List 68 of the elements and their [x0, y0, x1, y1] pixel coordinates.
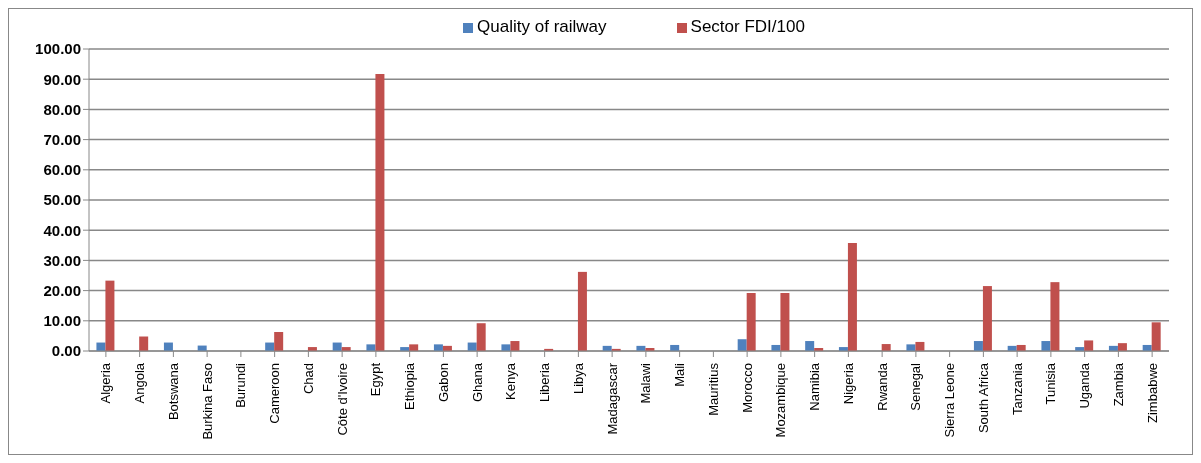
x-tick-label: Egypt [368, 362, 384, 397]
x-tick-label: Namibia [807, 362, 823, 411]
bar [1041, 341, 1051, 351]
x-tick-label: Senegal [908, 362, 924, 411]
y-tick-label: 100.00 [35, 40, 81, 58]
bar [847, 242, 857, 351]
x-tick-label: Gabon [435, 363, 451, 403]
bar [139, 336, 149, 351]
y-tick-label: 0.00 [51, 342, 81, 360]
y-tick-label: 80.00 [43, 100, 81, 118]
x-tick-label: Angola [132, 362, 148, 404]
x-tick-label: Liberia [537, 362, 553, 403]
x-tick-label: Mozambique [773, 363, 789, 438]
bar [409, 344, 419, 351]
x-tick-label: Burkina Faso [199, 363, 215, 440]
y-tick-label: 70.00 [43, 130, 81, 148]
bar [105, 280, 115, 351]
bar [737, 339, 747, 351]
x-tick-label: Mali [672, 362, 688, 387]
x-tick-label: Ethiopia [402, 362, 418, 410]
y-tick-label: 20.00 [43, 281, 81, 299]
x-tick-label: Chad [300, 363, 316, 395]
bar [274, 331, 284, 351]
x-tick-label: Cameroon [267, 363, 283, 424]
x-tick-label: Côte d'Ivoire [334, 363, 350, 436]
x-tick-label: Burundi [233, 362, 249, 408]
x-tick-label: Nigeria [840, 362, 856, 405]
y-tick-label: 90.00 [43, 70, 81, 88]
bar [366, 344, 376, 351]
bar [805, 341, 815, 351]
y-tick-label: 50.00 [43, 191, 81, 209]
x-tick-label: Madagascar [604, 362, 620, 435]
y-tick-label: 40.00 [43, 221, 81, 239]
x-tick-label: Malawi [638, 362, 654, 404]
x-tick-label: Rwanda [874, 362, 890, 411]
bar [510, 341, 520, 351]
bar [780, 293, 790, 351]
x-tick-label: Morocco [739, 363, 755, 413]
x-tick-label: Ghana [469, 362, 485, 403]
x-tick-label: Algeria [98, 362, 114, 404]
bar [746, 293, 756, 351]
bar [577, 271, 587, 351]
bar [433, 344, 443, 351]
x-tick-label: Libya [570, 362, 586, 395]
x-tick-label: Uganda [1077, 362, 1093, 409]
x-tick-label: Botswana [165, 362, 181, 421]
x-tick-label: Zambia [1110, 362, 1126, 407]
bar [982, 286, 992, 351]
bar [1050, 282, 1060, 351]
x-tick-label: Sierra Leone [942, 363, 958, 438]
bar [501, 344, 511, 351]
bar [1084, 340, 1094, 351]
x-tick-label: Kenya [503, 362, 519, 400]
bar [476, 323, 486, 351]
x-tick-label: Mauritius [705, 362, 721, 416]
bar [973, 341, 983, 351]
bar [1151, 322, 1161, 351]
x-tick-label: Tunisia [1043, 362, 1059, 405]
x-tick-label: Tanzania [1009, 362, 1025, 416]
x-tick-label: South Africa [975, 362, 991, 434]
legend-label: Sector FDI/100 [690, 17, 805, 36]
legend-label: Quality of railway [477, 17, 607, 36]
bar [906, 344, 916, 351]
x-tick-label: Zimbabwe [1144, 363, 1160, 423]
bar [375, 74, 385, 351]
y-tick-label: 10.00 [43, 312, 81, 330]
y-tick-label: 60.00 [43, 161, 81, 179]
y-tick-label: 30.00 [43, 251, 81, 269]
